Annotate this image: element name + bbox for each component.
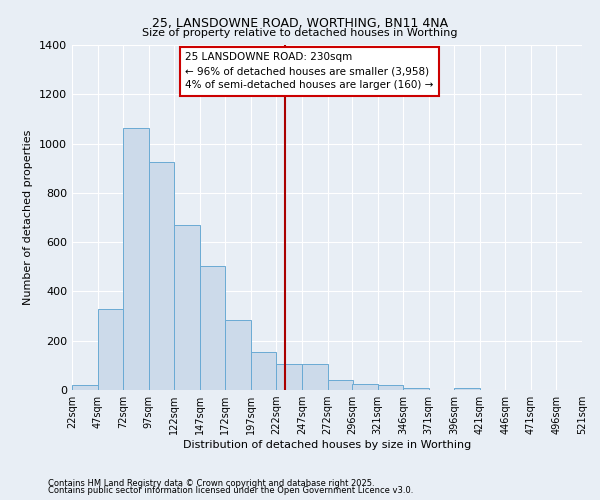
Y-axis label: Number of detached properties: Number of detached properties xyxy=(23,130,34,305)
Bar xyxy=(174,225,200,390)
Bar xyxy=(328,380,353,390)
Text: Size of property relative to detached houses in Worthing: Size of property relative to detached ho… xyxy=(142,28,458,38)
Bar xyxy=(200,266,226,390)
Bar xyxy=(377,385,403,390)
Bar xyxy=(352,384,377,390)
Text: 25 LANSDOWNE ROAD: 230sqm
← 96% of detached houses are smaller (3,958)
4% of sem: 25 LANSDOWNE ROAD: 230sqm ← 96% of detac… xyxy=(185,52,434,90)
Bar xyxy=(403,388,428,390)
Bar xyxy=(123,128,149,390)
Text: 25, LANSDOWNE ROAD, WORTHING, BN11 4NA: 25, LANSDOWNE ROAD, WORTHING, BN11 4NA xyxy=(152,18,448,30)
Bar xyxy=(226,320,251,390)
Bar xyxy=(277,364,302,390)
Text: Contains HM Land Registry data © Crown copyright and database right 2025.: Contains HM Land Registry data © Crown c… xyxy=(48,478,374,488)
Bar xyxy=(98,308,123,390)
Bar xyxy=(251,352,277,390)
X-axis label: Distribution of detached houses by size in Worthing: Distribution of detached houses by size … xyxy=(183,440,471,450)
Bar xyxy=(149,162,174,390)
Bar xyxy=(72,385,98,390)
Bar xyxy=(302,364,328,390)
Text: Contains public sector information licensed under the Open Government Licence v3: Contains public sector information licen… xyxy=(48,486,413,495)
Bar xyxy=(454,388,480,390)
